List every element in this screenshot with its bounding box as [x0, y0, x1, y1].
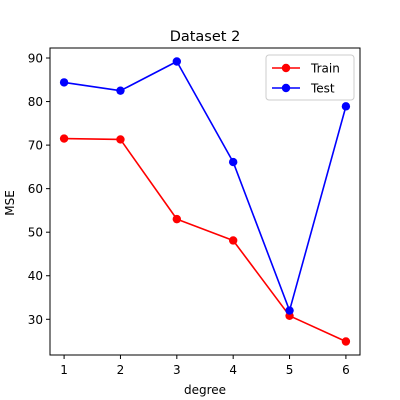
y-tick-label: 90	[28, 52, 43, 66]
x-tick-label: 6	[342, 363, 350, 377]
x-tick-label: 3	[173, 363, 181, 377]
legend-test-swatch-marker	[281, 83, 291, 93]
train-point	[172, 214, 182, 224]
test-point	[116, 86, 125, 95]
test-point	[172, 57, 182, 66]
train-point	[59, 134, 69, 143]
x-tick-label: 1	[60, 363, 68, 377]
y-tick-label: 60	[28, 182, 43, 196]
train-point	[116, 135, 125, 144]
y-tick-label: 40	[28, 269, 43, 283]
test-point	[285, 306, 294, 315]
legend-items: Train Test	[272, 62, 340, 96]
test-point	[228, 157, 238, 167]
legend: Train Test	[265, 54, 355, 101]
legend-train-label: Train	[310, 62, 340, 76]
legend-train-swatch-marker	[281, 63, 291, 73]
x-tick-label: 2	[117, 363, 125, 377]
legend-test-label: Test	[310, 82, 335, 96]
train-point	[341, 337, 351, 346]
plot-frame	[49, 47, 361, 356]
test-point	[341, 102, 351, 111]
y-tick-label: 50	[28, 226, 43, 240]
legend-box	[265, 54, 355, 101]
train-series-line	[64, 137, 347, 343]
test-series-line	[63, 60, 347, 312]
y-axis-label: MSE	[3, 190, 17, 216]
y-tick-label: 70	[28, 139, 43, 153]
y-tick-label: 30	[28, 313, 43, 327]
chart-title: Dataset 2	[170, 29, 241, 45]
x-axis-ticks: 1 2 3 4 5 6	[60, 355, 350, 377]
series-layer	[59, 57, 351, 346]
x-tick-label: 4	[229, 363, 237, 377]
x-tick-label: 5	[286, 363, 294, 377]
y-axis-ticks: 30 40 50 60 70 80 90	[28, 52, 50, 327]
test-point	[59, 78, 69, 87]
x-axis-label: degree	[184, 383, 226, 397]
y-tick-label: 80	[28, 95, 43, 109]
train-point	[228, 236, 238, 245]
